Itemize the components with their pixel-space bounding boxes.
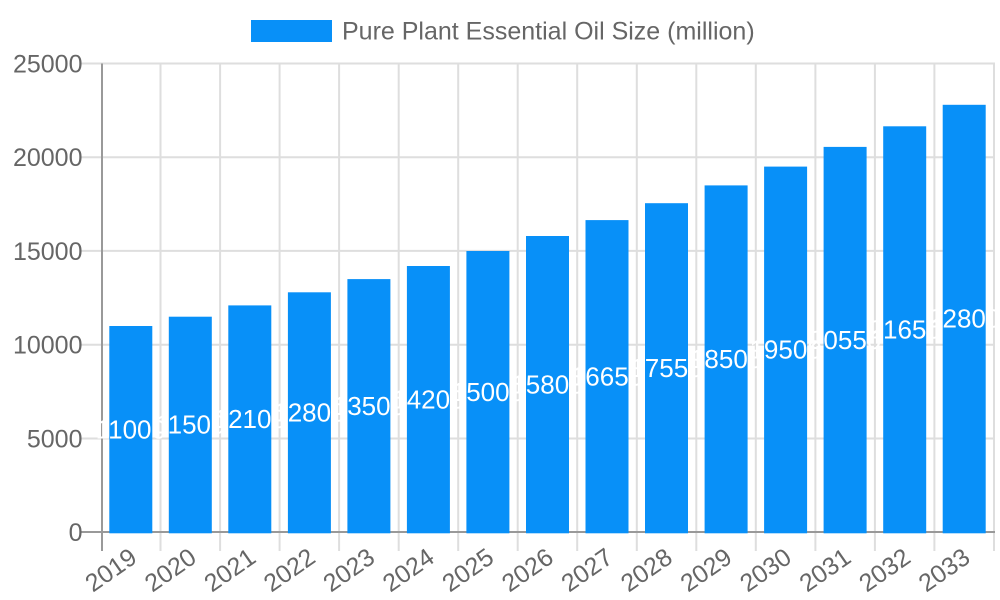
svg-text:2030: 2030 bbox=[735, 543, 797, 598]
svg-text:2032: 2032 bbox=[854, 543, 916, 598]
svg-text:2026: 2026 bbox=[497, 543, 559, 598]
svg-text:2019: 2019 bbox=[80, 543, 142, 598]
svg-text:17550: 17550 bbox=[630, 353, 702, 383]
svg-text:2033: 2033 bbox=[914, 543, 976, 598]
svg-text:2024: 2024 bbox=[378, 543, 440, 598]
svg-text:15800: 15800 bbox=[511, 369, 583, 399]
svg-text:11000: 11000 bbox=[96, 414, 166, 444]
svg-text:2021: 2021 bbox=[199, 543, 261, 598]
svg-text:2029: 2029 bbox=[676, 543, 738, 598]
svg-text:2023: 2023 bbox=[318, 543, 380, 598]
svg-text:2027: 2027 bbox=[556, 543, 618, 598]
svg-text:5000: 5000 bbox=[27, 426, 83, 454]
svg-text:Pure Plant Essential Oil Size: Pure Plant Essential Oil Size (million) bbox=[342, 18, 755, 46]
svg-text:2025: 2025 bbox=[437, 543, 499, 598]
svg-text:2022: 2022 bbox=[259, 543, 321, 598]
svg-text:12100: 12100 bbox=[214, 404, 286, 434]
svg-text:18500: 18500 bbox=[690, 344, 762, 374]
svg-text:16650: 16650 bbox=[571, 361, 643, 391]
svg-text:11500: 11500 bbox=[155, 410, 225, 440]
svg-text:20000: 20000 bbox=[13, 144, 83, 172]
svg-text:22800: 22800 bbox=[928, 304, 1000, 334]
svg-text:19500: 19500 bbox=[749, 335, 821, 365]
svg-text:15000: 15000 bbox=[13, 238, 83, 266]
svg-text:20550: 20550 bbox=[809, 325, 881, 355]
svg-text:2031: 2031 bbox=[795, 543, 857, 598]
svg-text:21650: 21650 bbox=[869, 315, 941, 345]
svg-text:2020: 2020 bbox=[140, 543, 202, 598]
svg-text:13500: 13500 bbox=[333, 391, 405, 421]
svg-text:2028: 2028 bbox=[616, 543, 678, 598]
svg-text:15000: 15000 bbox=[452, 377, 524, 407]
svg-text:12800: 12800 bbox=[273, 398, 345, 428]
svg-text:10000: 10000 bbox=[13, 332, 83, 360]
svg-text:14200: 14200 bbox=[392, 384, 464, 414]
svg-text:0: 0 bbox=[69, 519, 83, 547]
svg-text:25000: 25000 bbox=[13, 51, 83, 79]
